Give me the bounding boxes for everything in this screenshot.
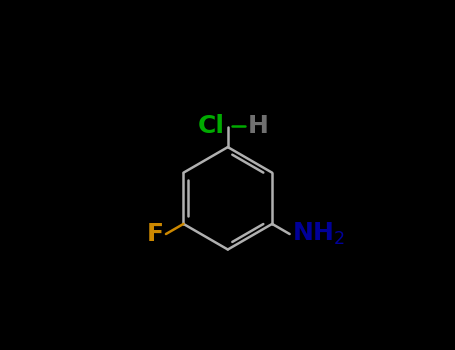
Text: Cl: Cl [198,113,225,138]
Text: F: F [147,222,164,246]
Text: H: H [248,113,269,138]
Text: NH$_2$: NH$_2$ [292,221,344,247]
